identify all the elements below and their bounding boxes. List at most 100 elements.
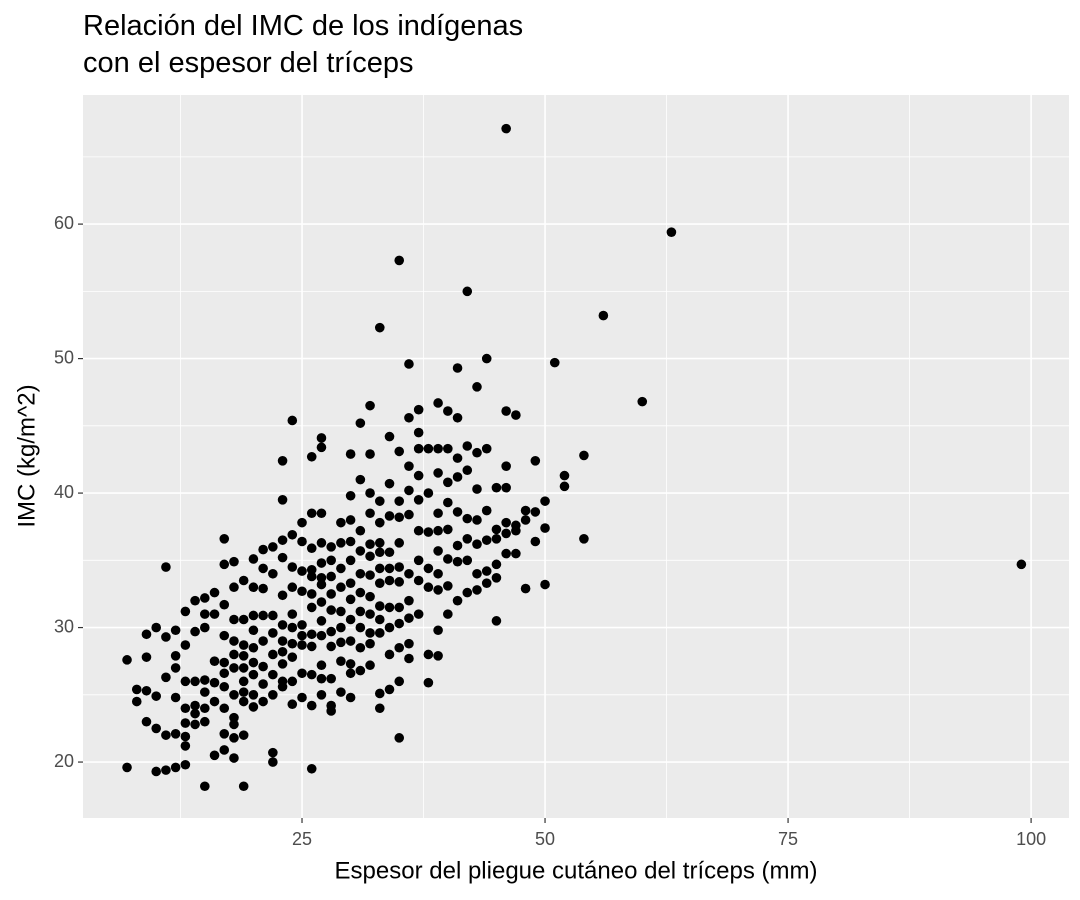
point bbox=[530, 536, 541, 547]
point bbox=[413, 427, 424, 438]
point bbox=[452, 412, 463, 423]
point bbox=[297, 586, 307, 597]
point bbox=[297, 517, 307, 528]
point bbox=[413, 495, 424, 505]
point bbox=[374, 614, 385, 625]
point bbox=[268, 628, 278, 638]
point bbox=[404, 568, 414, 579]
y-tick-label: 30 bbox=[54, 616, 74, 636]
point bbox=[491, 573, 502, 583]
point bbox=[394, 496, 405, 506]
point bbox=[161, 562, 171, 572]
point bbox=[258, 636, 268, 646]
point bbox=[345, 515, 356, 525]
point bbox=[404, 595, 414, 606]
point bbox=[306, 763, 317, 774]
point bbox=[268, 610, 278, 621]
point bbox=[161, 632, 171, 642]
point bbox=[443, 477, 453, 488]
point bbox=[501, 548, 511, 559]
point bbox=[297, 630, 307, 641]
point bbox=[374, 496, 385, 506]
point bbox=[355, 525, 366, 536]
point bbox=[122, 655, 132, 665]
x-tick-label: 75 bbox=[778, 829, 798, 849]
point bbox=[394, 642, 405, 653]
point bbox=[326, 555, 336, 566]
point bbox=[404, 359, 414, 369]
point bbox=[433, 651, 443, 661]
point bbox=[540, 523, 550, 533]
y-tick-label: 20 bbox=[54, 751, 74, 771]
point bbox=[200, 622, 210, 633]
point bbox=[306, 669, 317, 680]
x-tick-label: 50 bbox=[535, 829, 555, 849]
point bbox=[287, 415, 298, 426]
point bbox=[277, 590, 288, 601]
point bbox=[511, 548, 521, 559]
point bbox=[122, 762, 132, 773]
point bbox=[297, 620, 307, 630]
point bbox=[365, 609, 375, 619]
point bbox=[530, 456, 541, 466]
point bbox=[598, 310, 609, 321]
point bbox=[452, 507, 463, 517]
point bbox=[306, 602, 317, 613]
point bbox=[248, 669, 259, 680]
point bbox=[462, 587, 473, 598]
point bbox=[579, 450, 589, 461]
point bbox=[443, 554, 453, 564]
point bbox=[384, 684, 395, 695]
point bbox=[452, 556, 463, 567]
point bbox=[219, 630, 230, 641]
point bbox=[540, 579, 550, 590]
point bbox=[384, 622, 395, 633]
point bbox=[404, 509, 414, 520]
point bbox=[151, 691, 161, 701]
point bbox=[306, 508, 317, 519]
point bbox=[297, 566, 307, 576]
point bbox=[326, 673, 336, 684]
point bbox=[452, 363, 463, 373]
point bbox=[268, 669, 278, 680]
point bbox=[443, 609, 453, 619]
x-tick-label: 25 bbox=[292, 829, 312, 849]
point bbox=[443, 581, 453, 591]
point bbox=[316, 616, 327, 626]
x-tick-label: 100 bbox=[1016, 829, 1046, 849]
point bbox=[404, 461, 414, 471]
point bbox=[462, 555, 473, 566]
point bbox=[384, 547, 395, 558]
point bbox=[277, 646, 288, 657]
point bbox=[394, 618, 405, 629]
point bbox=[238, 651, 249, 661]
point bbox=[316, 579, 327, 590]
point bbox=[219, 745, 230, 755]
point bbox=[219, 534, 230, 544]
point bbox=[229, 733, 239, 743]
point bbox=[297, 640, 307, 650]
point bbox=[277, 456, 288, 466]
point bbox=[481, 578, 492, 588]
point bbox=[394, 577, 405, 587]
point bbox=[433, 625, 443, 636]
point bbox=[345, 668, 356, 679]
point bbox=[190, 676, 200, 687]
point bbox=[258, 583, 268, 594]
point bbox=[462, 286, 473, 297]
point bbox=[355, 606, 366, 617]
point bbox=[433, 585, 443, 595]
point bbox=[365, 591, 375, 602]
point bbox=[287, 529, 298, 540]
point bbox=[530, 507, 541, 517]
point bbox=[190, 708, 200, 719]
point bbox=[345, 490, 356, 501]
point bbox=[423, 563, 434, 574]
point bbox=[326, 571, 336, 582]
point bbox=[248, 702, 259, 712]
point bbox=[413, 525, 424, 536]
point bbox=[472, 382, 482, 392]
point bbox=[336, 517, 346, 528]
point bbox=[501, 528, 511, 539]
